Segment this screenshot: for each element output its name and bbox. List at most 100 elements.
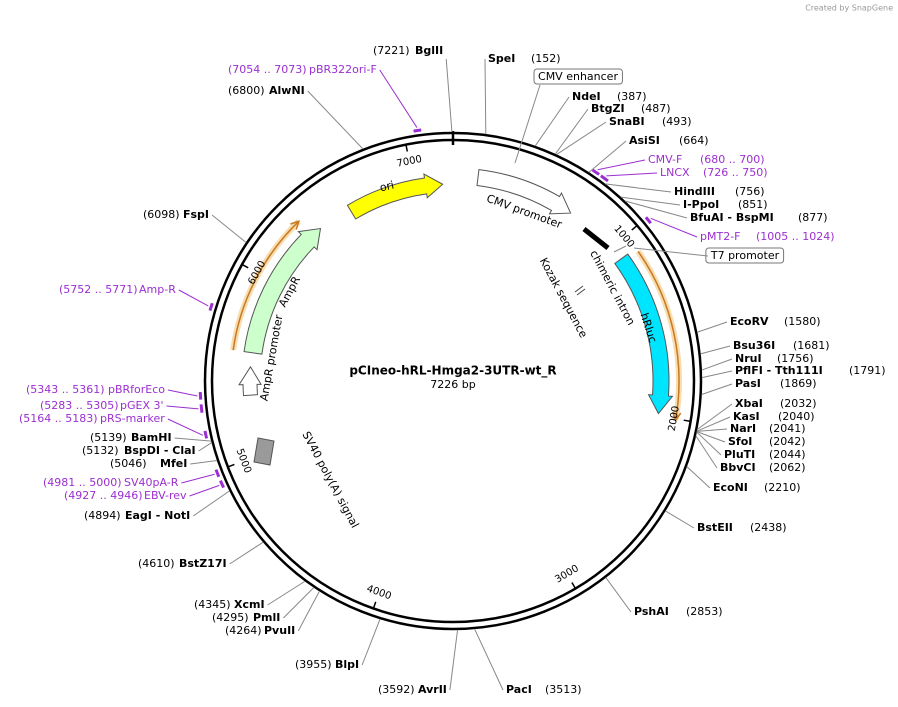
primer-connector (650, 217, 698, 238)
enzyme-site-line (198, 442, 213, 452)
tick-mark (372, 601, 377, 610)
primer-site (214, 469, 221, 478)
primer-name: EBV-rev (144, 489, 187, 502)
primer-connector (189, 484, 220, 497)
enzyme-name: I-PpoI (683, 198, 719, 211)
feature-label: Kozak sequence (537, 256, 590, 341)
enzyme-position: (487) (641, 102, 671, 115)
primer-site (203, 430, 209, 439)
enzyme-name: EcoRV (730, 315, 769, 328)
enzyme-position: (5139) (90, 431, 127, 444)
primer-range: (4927 .. 4946) (64, 489, 143, 502)
enzyme-position: (4610) (138, 557, 175, 570)
enzyme-name: EagI - NotI (125, 509, 190, 522)
enzyme-name: NarI (730, 422, 756, 435)
feature-label: T7 promoter (710, 249, 780, 262)
enzyme-site-line (665, 510, 695, 529)
primer-site (208, 302, 214, 311)
primer-range: (5164 .. 5183) (19, 412, 98, 425)
enzyme-site-line (695, 435, 718, 469)
orf-head (290, 220, 300, 230)
enzyme-name: AlwNI (269, 84, 305, 97)
chimeric-intron-mark (582, 227, 610, 250)
enzyme-position: (877) (798, 211, 828, 224)
enzyme-position: (3513) (545, 683, 582, 696)
enzyme-name: BstZ17I (179, 557, 227, 570)
orf-line (232, 220, 300, 351)
primer-range: (1005 .. 1024) (756, 230, 835, 243)
enzyme-position: (4345) (194, 598, 231, 611)
enzyme-site-line (624, 200, 688, 219)
enzyme-site-line (445, 58, 453, 133)
enzyme-position: (2062) (769, 461, 806, 474)
primer-connector (167, 418, 204, 436)
tick-label: 2000 (667, 405, 682, 432)
enzyme-site-line (229, 541, 264, 565)
tick-label: 4000 (365, 584, 393, 603)
enzyme-site-line (307, 90, 364, 150)
hrluc-arrow (614, 253, 674, 415)
primer-site (644, 216, 652, 225)
cmv-promoter-arrow (476, 169, 572, 215)
enzyme-site-line (174, 437, 212, 442)
enzyme-name: PvuII (264, 624, 295, 637)
enzyme-position: (2040) (778, 410, 815, 423)
enzyme-name: FspI (183, 208, 209, 221)
primer-site (199, 404, 204, 413)
tick-mark (631, 224, 639, 231)
primer-connector (178, 289, 209, 307)
sv40-polya-mark (253, 437, 275, 466)
enzyme-position: (1791) (849, 364, 886, 377)
primer-name: pGEX 3' (120, 399, 164, 412)
primer-site (591, 168, 600, 176)
enzyme-site-line (484, 58, 487, 135)
primer-name: LNCX (660, 166, 690, 179)
enzyme-position: (1580) (784, 315, 821, 328)
primer-range: (5343 .. 5361) (26, 383, 105, 396)
enzyme-position: (2041) (769, 422, 806, 435)
enzyme-position: (2032) (780, 397, 817, 410)
enzyme-position: (1869) (780, 377, 817, 390)
orf-head (672, 411, 682, 422)
enzyme-site-line (686, 466, 711, 489)
enzyme-name: AvrII (418, 683, 447, 696)
kozak-mark (574, 285, 584, 293)
primer-connector (167, 389, 198, 397)
enzyme-position: (1756) (777, 352, 814, 365)
primer-connector (606, 172, 658, 177)
enzyme-site-line (556, 121, 607, 155)
primer-connector (181, 473, 215, 484)
enzyme-name: PacI (506, 683, 532, 696)
enzyme-name: BfuAI - BspMI (690, 211, 774, 224)
tick-label: 7000 (396, 154, 423, 170)
enzyme-position: (152) (531, 52, 561, 65)
primer-range: (4981 .. 5000) (43, 476, 122, 489)
enzyme-site-line (701, 358, 733, 371)
enzyme-position: (5132) (82, 444, 119, 457)
enzyme-site-line (449, 629, 459, 691)
enzyme-site-line (620, 196, 681, 206)
primer-range: (5283 .. 5305) (40, 399, 119, 412)
enzyme-position: (664) (679, 134, 709, 147)
enzyme-site-line (700, 345, 731, 355)
primer-site (413, 128, 422, 133)
enzyme-site-line (554, 108, 589, 155)
enzyme-name: MfeI (160, 457, 187, 470)
enzyme-site-line (696, 431, 722, 456)
credit: Created by SnapGene (805, 4, 893, 13)
enzyme-position: (851) (738, 198, 768, 211)
enzyme-site-line (211, 214, 247, 243)
plasmid-length: 7226 bp (430, 378, 475, 391)
enzyme-site-line (605, 183, 672, 193)
enzyme-position: (2210) (764, 481, 801, 494)
feature-box (533, 68, 623, 85)
enzyme-position: (493) (662, 115, 692, 128)
tick-label: 3000 (553, 563, 581, 585)
intron-mark (613, 245, 627, 253)
enzyme-name: NruI (735, 352, 762, 365)
primer-site (219, 480, 225, 489)
feature-label: CMV enhancer (538, 70, 618, 83)
enzyme-site-line (534, 96, 570, 147)
primer-site (600, 174, 609, 183)
